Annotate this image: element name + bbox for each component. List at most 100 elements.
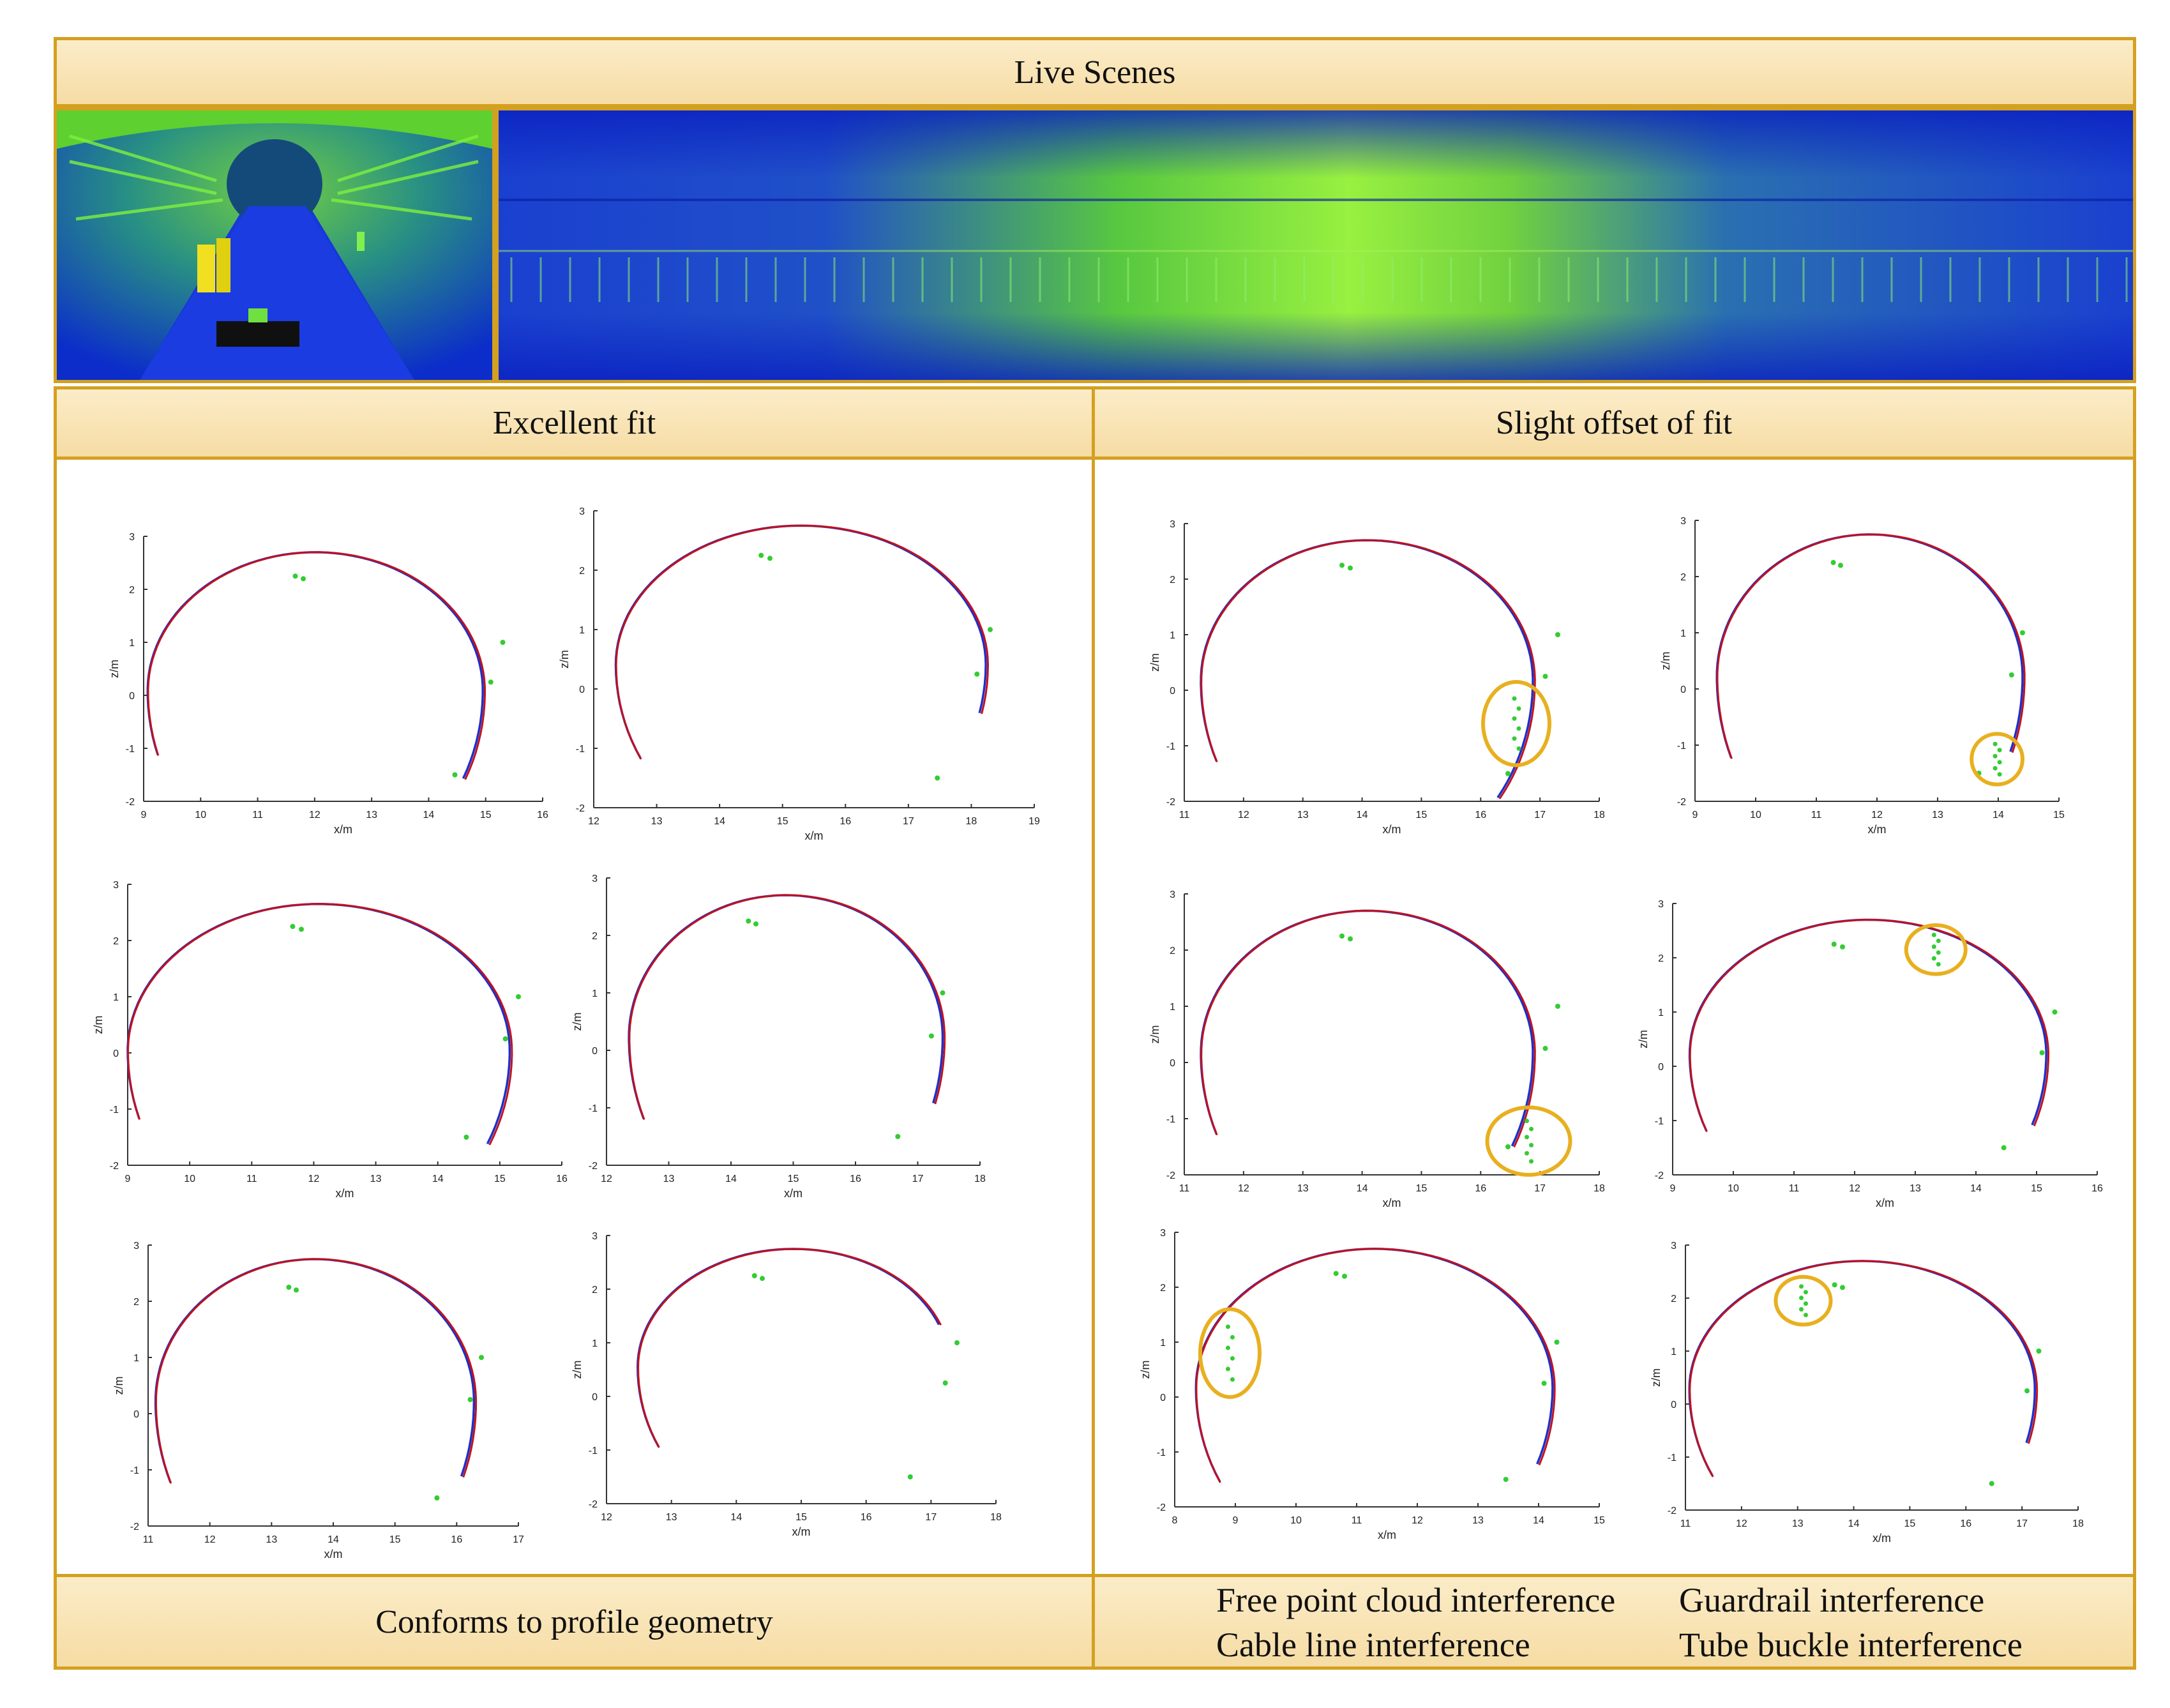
y-tick-label: 1 <box>1658 1008 1664 1018</box>
noise-point <box>1348 566 1353 571</box>
y-tick-label: -1 <box>589 1103 598 1114</box>
x-axis-label: x/m <box>792 1525 811 1538</box>
x-tick-label: 10 <box>184 1174 195 1184</box>
x-tick-label: 9 <box>141 810 147 820</box>
interference-highlight-tube-buckle <box>1971 734 2023 784</box>
noise-point <box>1840 944 1845 949</box>
y-tick-label: 2 <box>1170 946 1175 956</box>
profile-plot-p10: 3210-1-29 10 11 12 13 14 15 16x/mz/m <box>1637 899 2103 1209</box>
interference-point <box>1932 944 1936 949</box>
y-tick-label: 1 <box>129 638 135 649</box>
noise-point <box>1503 1477 1509 1482</box>
y-tick-label: 2 <box>579 566 585 577</box>
x-tick-label: 12 <box>1238 810 1249 820</box>
point-cloud-profile-line <box>128 904 512 1145</box>
interference-highlight-cable-line <box>1906 925 1966 974</box>
x-tick-label: 12 <box>1871 810 1883 820</box>
interference-point <box>1799 1296 1804 1300</box>
noise-point <box>940 990 946 995</box>
noise-point <box>488 679 494 684</box>
legend-tube-buckle: Tube buckle interference <box>1679 1625 2023 1665</box>
x-tick-label: 18 <box>966 816 977 827</box>
fitted-profile-line <box>1196 1249 1553 1481</box>
y-tick-label: 3 <box>113 880 119 891</box>
noise-point <box>1555 1004 1560 1009</box>
y-tick-label: 0 <box>113 1048 119 1059</box>
x-tick-label: 14 <box>328 1534 339 1545</box>
noise-point <box>2020 630 2025 635</box>
noise-point <box>895 1134 900 1139</box>
noise-point <box>434 1495 439 1500</box>
x-tick-label: 16 <box>861 1512 872 1523</box>
noise-point <box>2053 1009 2058 1015</box>
y-axis-label: z/m <box>558 650 571 669</box>
x-tick-label: 11 <box>1179 1183 1190 1194</box>
conforms-footer: Conforms to profile geometry <box>54 1574 1095 1670</box>
noise-point <box>753 921 758 926</box>
x-tick-label: 15 <box>1416 810 1428 820</box>
interference-point <box>1936 962 1941 967</box>
point-cloud-profile-line <box>156 1259 476 1483</box>
x-tick-label: 12 <box>204 1534 216 1545</box>
x-tick-label: 18 <box>1594 1183 1605 1194</box>
y-tick-label: 0 <box>1170 1058 1175 1069</box>
y-tick-label: -1 <box>110 1105 119 1115</box>
x-axis-label: x/m <box>334 823 352 836</box>
noise-point <box>299 926 304 932</box>
y-tick-label: -1 <box>1677 741 1686 752</box>
y-tick-label: 1 <box>133 1353 139 1364</box>
y-axis-label: z/m <box>92 1016 105 1034</box>
x-axis-label: x/m <box>1868 823 1887 836</box>
profile-plot-p2: 3210-1-212 13 14 15 16 17 18 19x/mz/m <box>558 506 1040 842</box>
noise-point <box>1543 1046 1548 1051</box>
interference-point <box>1799 1284 1804 1289</box>
x-tick-label: 13 <box>663 1174 675 1184</box>
x-tick-label: 12 <box>1238 1183 1249 1194</box>
interference-point <box>1932 956 1936 961</box>
noise-point <box>1831 560 1836 565</box>
profile-plot-p7: 3210-1-211 12 13 14 15 16 17 18x/mz/m <box>1149 519 1605 836</box>
x-tick-label: 13 <box>1472 1515 1484 1526</box>
interference-point <box>1998 748 2002 752</box>
y-tick-label: 0 <box>592 1392 598 1403</box>
x-axis-label: x/m <box>324 1548 343 1561</box>
fitted-profile-line <box>1690 920 2047 1131</box>
y-tick-label: 1 <box>1160 1338 1166 1349</box>
y-axis-label: z/m <box>1650 1368 1662 1387</box>
y-tick-label: 2 <box>1658 953 1664 964</box>
y-tick-label: -1 <box>589 1446 598 1456</box>
interference-point <box>1525 1119 1529 1123</box>
y-tick-label: -1 <box>1655 1116 1664 1127</box>
interference-point <box>1993 742 1998 746</box>
interference-point <box>1998 772 2002 776</box>
interference-point <box>1512 716 1517 721</box>
noise-point <box>908 1474 913 1479</box>
y-tick-label: 2 <box>592 1285 598 1296</box>
x-tick-label: 14 <box>1533 1515 1544 1526</box>
x-tick-label: 13 <box>266 1534 277 1545</box>
profile-plot-p12: 3 2 1 0 -1 -2 11 12 13 14 15 16 17 18 x/m z/m <box>1650 1241 2084 1545</box>
x-tick-label: 11 <box>1789 1183 1800 1194</box>
y-tick-label: 0 <box>579 684 585 695</box>
y-tick-label: 3 <box>592 873 598 884</box>
legend-free-point-cloud: Free point cloud interference <box>1216 1580 1615 1620</box>
interference-highlight-free-point-cloud <box>1488 1107 1571 1175</box>
x-tick-label: 13 <box>1932 810 1943 820</box>
y-tick-label: -2 <box>1157 1502 1166 1513</box>
x-tick-label: 13 <box>370 1174 382 1184</box>
x-tick-label: 13 <box>366 810 377 820</box>
noise-point <box>767 555 772 561</box>
x-axis-label: x/m <box>1383 823 1401 836</box>
y-tick-label: 1 <box>1170 1002 1175 1013</box>
x-axis-label: x/m <box>1872 1532 1891 1545</box>
x-tick-label: 17 <box>513 1534 524 1545</box>
x-tick-label: 14 <box>432 1174 444 1184</box>
y-tick-label: -2 <box>576 803 585 814</box>
y-axis-label: z/m <box>1139 1361 1152 1379</box>
y-tick-label: 1 <box>1170 630 1175 641</box>
point-cloud-profile-line <box>616 525 988 759</box>
y-axis-label: z/m <box>1659 652 1672 670</box>
x-axis-label: x/m <box>1383 1197 1401 1209</box>
y-tick-label: -1 <box>126 744 135 755</box>
interference-point <box>1230 1356 1235 1361</box>
